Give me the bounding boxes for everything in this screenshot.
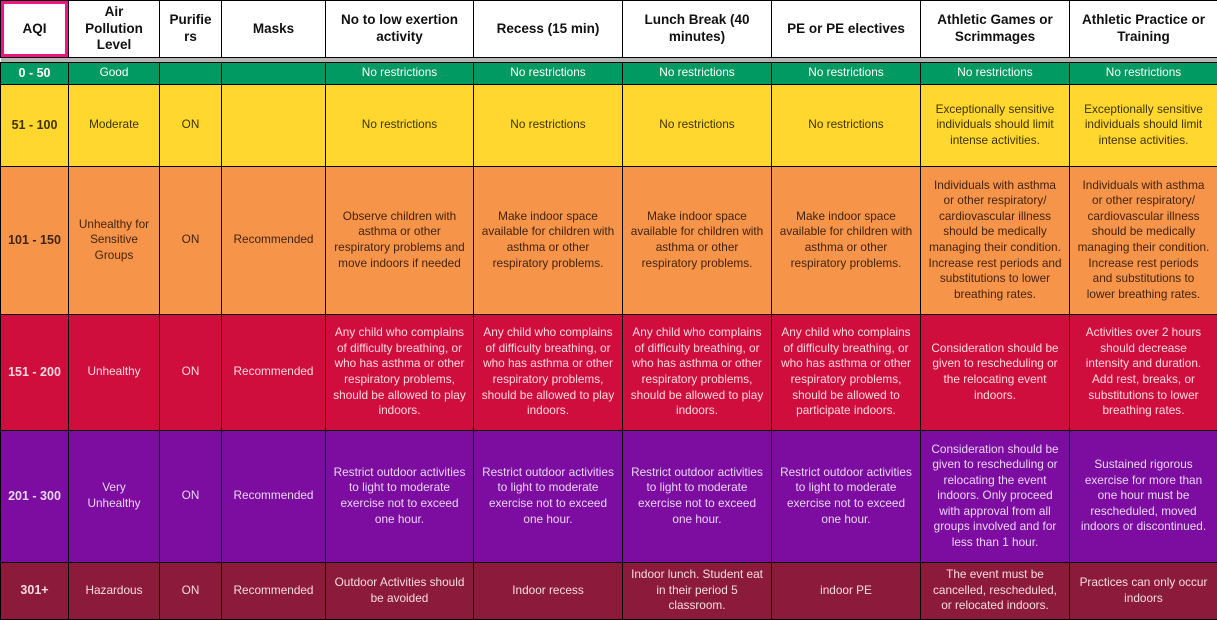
cell-good-air-pollution-level[interactable]: Good: [69, 63, 160, 85]
cell-unhealthy-for-sensitive-groups-athletic-practice-or-training[interactable]: Individuals with asthma or other respira…: [1070, 166, 1217, 314]
cell-unhealthy-masks[interactable]: Recommended: [222, 314, 326, 430]
cell-unhealthy-athletic-practice-or-training[interactable]: Activities over 2 hours should decrease …: [1070, 314, 1217, 430]
cell-hazardous-purifiers[interactable]: ON: [160, 562, 222, 619]
cell-hazardous-no-to-low-exertion-activity[interactable]: Outdoor Activities should be avoided: [326, 562, 474, 619]
cell-unhealthy-athletic-games-or-scrimmages[interactable]: Consideration should be given to resched…: [921, 314, 1070, 430]
column-header-purifiers[interactable]: Purifiers: [160, 1, 222, 58]
cell-unhealthy-for-sensitive-groups-athletic-games-or-scrimmages[interactable]: Individuals with asthma or other respira…: [921, 166, 1070, 314]
cell-good-pe-or-pe-electives[interactable]: No restrictions: [772, 63, 921, 85]
cell-hazardous-athletic-practice-or-training[interactable]: Practices can only occur indoors: [1070, 562, 1217, 619]
column-header-aqi-selected[interactable]: AQI: [1, 1, 69, 58]
cell-moderate-masks[interactable]: [222, 84, 326, 166]
cell-unhealthy-for-sensitive-groups-lunch-break-40-minutes[interactable]: Make indoor space available for children…: [623, 166, 772, 314]
cell-unhealthy-purifiers[interactable]: ON: [160, 314, 222, 430]
cell-good-no-to-low-exertion-activity[interactable]: No restrictions: [326, 63, 474, 85]
cell-unhealthy-lunch-break-40-minutes[interactable]: Any child who complains of difficulty br…: [623, 314, 772, 430]
cell-hazardous-athletic-games-or-scrimmages[interactable]: The event must be cancelled, rescheduled…: [921, 562, 1070, 619]
cell-moderate-purifiers[interactable]: ON: [160, 84, 222, 166]
cell-unhealthy-no-to-low-exertion-activity[interactable]: Any child who complains of difficulty br…: [326, 314, 474, 430]
cell-moderate-athletic-practice-or-training[interactable]: Exceptionally sensitive individuals shou…: [1070, 84, 1217, 166]
column-header-pe-or-pe-electives[interactable]: PE or PE electives: [772, 1, 921, 58]
cell-unhealthy-for-sensitive-groups-pe-or-pe-electives[interactable]: Make indoor space available for children…: [772, 166, 921, 314]
cell-unhealthy-for-sensitive-groups-recess-15-min[interactable]: Make indoor space available for children…: [474, 166, 623, 314]
cell-moderate-pe-or-pe-electives[interactable]: No restrictions: [772, 84, 921, 166]
cell-hazardous-pe-or-pe-electives[interactable]: indoor PE: [772, 562, 921, 619]
cell-very-unhealthy-no-to-low-exertion-activity[interactable]: Restrict outdoor activities to light to …: [326, 430, 474, 562]
column-header-no-to-low-exertion-activity[interactable]: No to low exertion activity: [326, 1, 474, 58]
cell-unhealthy-for-sensitive-groups-no-to-low-exertion-activity[interactable]: Observe children with asthma or other re…: [326, 166, 474, 314]
cell-good-recess-15-min[interactable]: No restrictions: [474, 63, 623, 85]
cell-unhealthy-for-sensitive-groups-air-pollution-level[interactable]: Unhealthy for Sensitive Groups: [69, 166, 160, 314]
cell-unhealthy-pe-or-pe-electives[interactable]: Any child who complains of difficulty br…: [772, 314, 921, 430]
cell-good-athletic-practice-or-training[interactable]: No restrictions: [1070, 63, 1217, 85]
cell-hazardous-lunch-break-40-minutes[interactable]: Indoor lunch. Student eat in their perio…: [623, 562, 772, 619]
cell-very-unhealthy-aqi[interactable]: 201 - 300: [1, 430, 69, 562]
cell-very-unhealthy-pe-or-pe-electives[interactable]: Restrict outdoor activities to light to …: [772, 430, 921, 562]
cell-good-aqi[interactable]: 0 - 50: [1, 63, 69, 85]
column-header-air-pollution-level[interactable]: Air Pollution Level: [69, 1, 160, 58]
cell-unhealthy-for-sensitive-groups-aqi[interactable]: 101 - 150: [1, 166, 69, 314]
column-header-recess-15-min[interactable]: Recess (15 min): [474, 1, 623, 58]
cell-unhealthy-air-pollution-level[interactable]: Unhealthy: [69, 314, 160, 430]
cell-very-unhealthy-air-pollution-level[interactable]: Very Unhealthy: [69, 430, 160, 562]
cell-very-unhealthy-athletic-games-or-scrimmages[interactable]: Consideration should be given to resched…: [921, 430, 1070, 562]
cell-hazardous-recess-15-min[interactable]: Indoor recess: [474, 562, 623, 619]
cell-unhealthy-aqi[interactable]: 151 - 200: [1, 314, 69, 430]
cell-hazardous-aqi[interactable]: 301+: [1, 562, 69, 619]
cell-good-lunch-break-40-minutes[interactable]: No restrictions: [623, 63, 772, 85]
cell-good-purifiers[interactable]: [160, 63, 222, 85]
cell-hazardous-air-pollution-level[interactable]: Hazardous: [69, 562, 160, 619]
cell-unhealthy-recess-15-min[interactable]: Any child who complains of difficulty br…: [474, 314, 623, 430]
cell-very-unhealthy-athletic-practice-or-training[interactable]: Sustained rigorous exercise for more tha…: [1070, 430, 1217, 562]
cell-good-masks[interactable]: [222, 63, 326, 85]
cell-very-unhealthy-masks[interactable]: Recommended: [222, 430, 326, 562]
cell-good-athletic-games-or-scrimmages[interactable]: No restrictions: [921, 63, 1070, 85]
cell-hazardous-masks[interactable]: Recommended: [222, 562, 326, 619]
cell-very-unhealthy-lunch-break-40-minutes[interactable]: Restrict outdoor activities to light to …: [623, 430, 772, 562]
cell-moderate-no-to-low-exertion-activity[interactable]: No restrictions: [326, 84, 474, 166]
cell-moderate-athletic-games-or-scrimmages[interactable]: Exceptionally sensitive individuals shou…: [921, 84, 1070, 166]
cell-unhealthy-for-sensitive-groups-masks[interactable]: Recommended: [222, 166, 326, 314]
cell-moderate-recess-15-min[interactable]: No restrictions: [474, 84, 623, 166]
column-header-athletic-practice-or-training[interactable]: Athletic Practice or Training: [1070, 1, 1217, 58]
column-header-masks[interactable]: Masks: [222, 1, 326, 58]
cell-moderate-lunch-break-40-minutes[interactable]: No restrictions: [623, 84, 772, 166]
column-header-athletic-games-or-scrimmages[interactable]: Athletic Games or Scrimmages: [921, 1, 1070, 58]
cell-unhealthy-for-sensitive-groups-purifiers[interactable]: ON: [160, 166, 222, 314]
cell-very-unhealthy-recess-15-min[interactable]: Restrict outdoor activities to light to …: [474, 430, 623, 562]
column-header-lunch-break-40-minutes[interactable]: Lunch Break (40 minutes): [623, 1, 772, 58]
cell-very-unhealthy-purifiers[interactable]: ON: [160, 430, 222, 562]
cell-moderate-air-pollution-level[interactable]: Moderate: [69, 84, 160, 166]
cell-moderate-aqi[interactable]: 51 - 100: [1, 84, 69, 166]
